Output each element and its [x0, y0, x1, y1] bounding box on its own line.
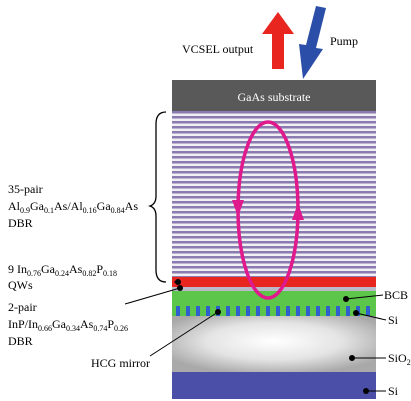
- vcsel-output-label: VCSEL output: [182, 42, 254, 56]
- hcg-bar: [336, 306, 340, 316]
- svg-text:Si: Si: [388, 313, 399, 327]
- svg-text:SiO2: SiO2: [388, 351, 411, 367]
- bottom-dbr-label: 2-pair InP/In0.66Ga0.34As0.74P0.26 DBR: [8, 300, 128, 348]
- bcb-label: BCB: [343, 288, 408, 302]
- svg-text:35-pair: 35-pair: [8, 182, 43, 196]
- hcg-bar: [276, 306, 280, 316]
- svg-text:HCG mirror: HCG mirror: [91, 356, 150, 370]
- hcg-bar: [236, 306, 240, 316]
- svg-text:Al0.9Ga0.1As/Al0.16Ga0.84As: Al0.9Ga0.1As/Al0.16Ga0.84As: [8, 199, 138, 215]
- si-hcg-label: Si: [353, 310, 399, 327]
- pump-label: Pump: [330, 34, 358, 48]
- svg-text:DBR: DBR: [8, 216, 33, 230]
- top-dbr-layer: [172, 111, 376, 277]
- bottom-dbr-layer: [172, 287, 376, 291]
- hcg-bar: [226, 306, 230, 316]
- svg-text:9 In0.76Ga0.24As0.82P0.18: 9 In0.76Ga0.24As0.82P0.18: [8, 262, 117, 278]
- hcg-pointer: [149, 309, 221, 357]
- hcg-bar: [296, 306, 300, 316]
- pump-arrow: [299, 6, 326, 79]
- svg-text:InP/In0.66Ga0.34As0.74P0.26: InP/In0.66Ga0.34As0.74P0.26: [8, 317, 128, 333]
- vcsel-output-arrow: [262, 12, 294, 69]
- cavity-mode-loop: [232, 120, 304, 300]
- svg-text:DBR: DBR: [8, 334, 33, 348]
- svg-text:QWs: QWs: [8, 278, 33, 292]
- hcg-bar: [196, 306, 200, 316]
- svg-text:Si: Si: [388, 384, 399, 398]
- hcg-bar: [306, 306, 310, 316]
- qw-layer: [172, 277, 376, 287]
- hcg-bar: [346, 306, 350, 316]
- sio2-label: SiO2: [349, 351, 411, 367]
- si-bottom-label: Si: [363, 384, 399, 398]
- svg-text:2-pair: 2-pair: [8, 300, 37, 314]
- svg-text:BCB: BCB: [384, 288, 408, 302]
- hcg-mirror-label: HCG mirror: [91, 356, 150, 370]
- hcg-bar: [326, 306, 330, 316]
- hcg-bar: [256, 306, 260, 316]
- hcg-grating: [176, 306, 370, 316]
- hcg-bar: [206, 306, 210, 316]
- hcg-bar: [186, 306, 190, 316]
- qw-pointer: [174, 279, 181, 285]
- hcg-bar: [366, 306, 370, 316]
- hcg-bar: [316, 306, 320, 316]
- bottom-dbr-pointer: [124, 285, 183, 305]
- hcg-bar: [246, 306, 250, 316]
- substrate-label: GaAs substrate: [238, 90, 311, 104]
- gaas-substrate-layer: [172, 80, 376, 111]
- sio2-layer: [172, 316, 376, 372]
- si-substrate-layer: [172, 372, 376, 399]
- dbr-brace: [147, 111, 167, 283]
- hcg-bar: [286, 306, 290, 316]
- hcg-bar: [266, 306, 270, 316]
- qw-label: 9 In0.76Ga0.24As0.82P0.18 QWs: [8, 262, 117, 292]
- hcg-bar: [176, 306, 180, 316]
- top-dbr-label: 35-pair Al0.9Ga0.1As/Al0.16Ga0.84As DBR: [8, 182, 138, 230]
